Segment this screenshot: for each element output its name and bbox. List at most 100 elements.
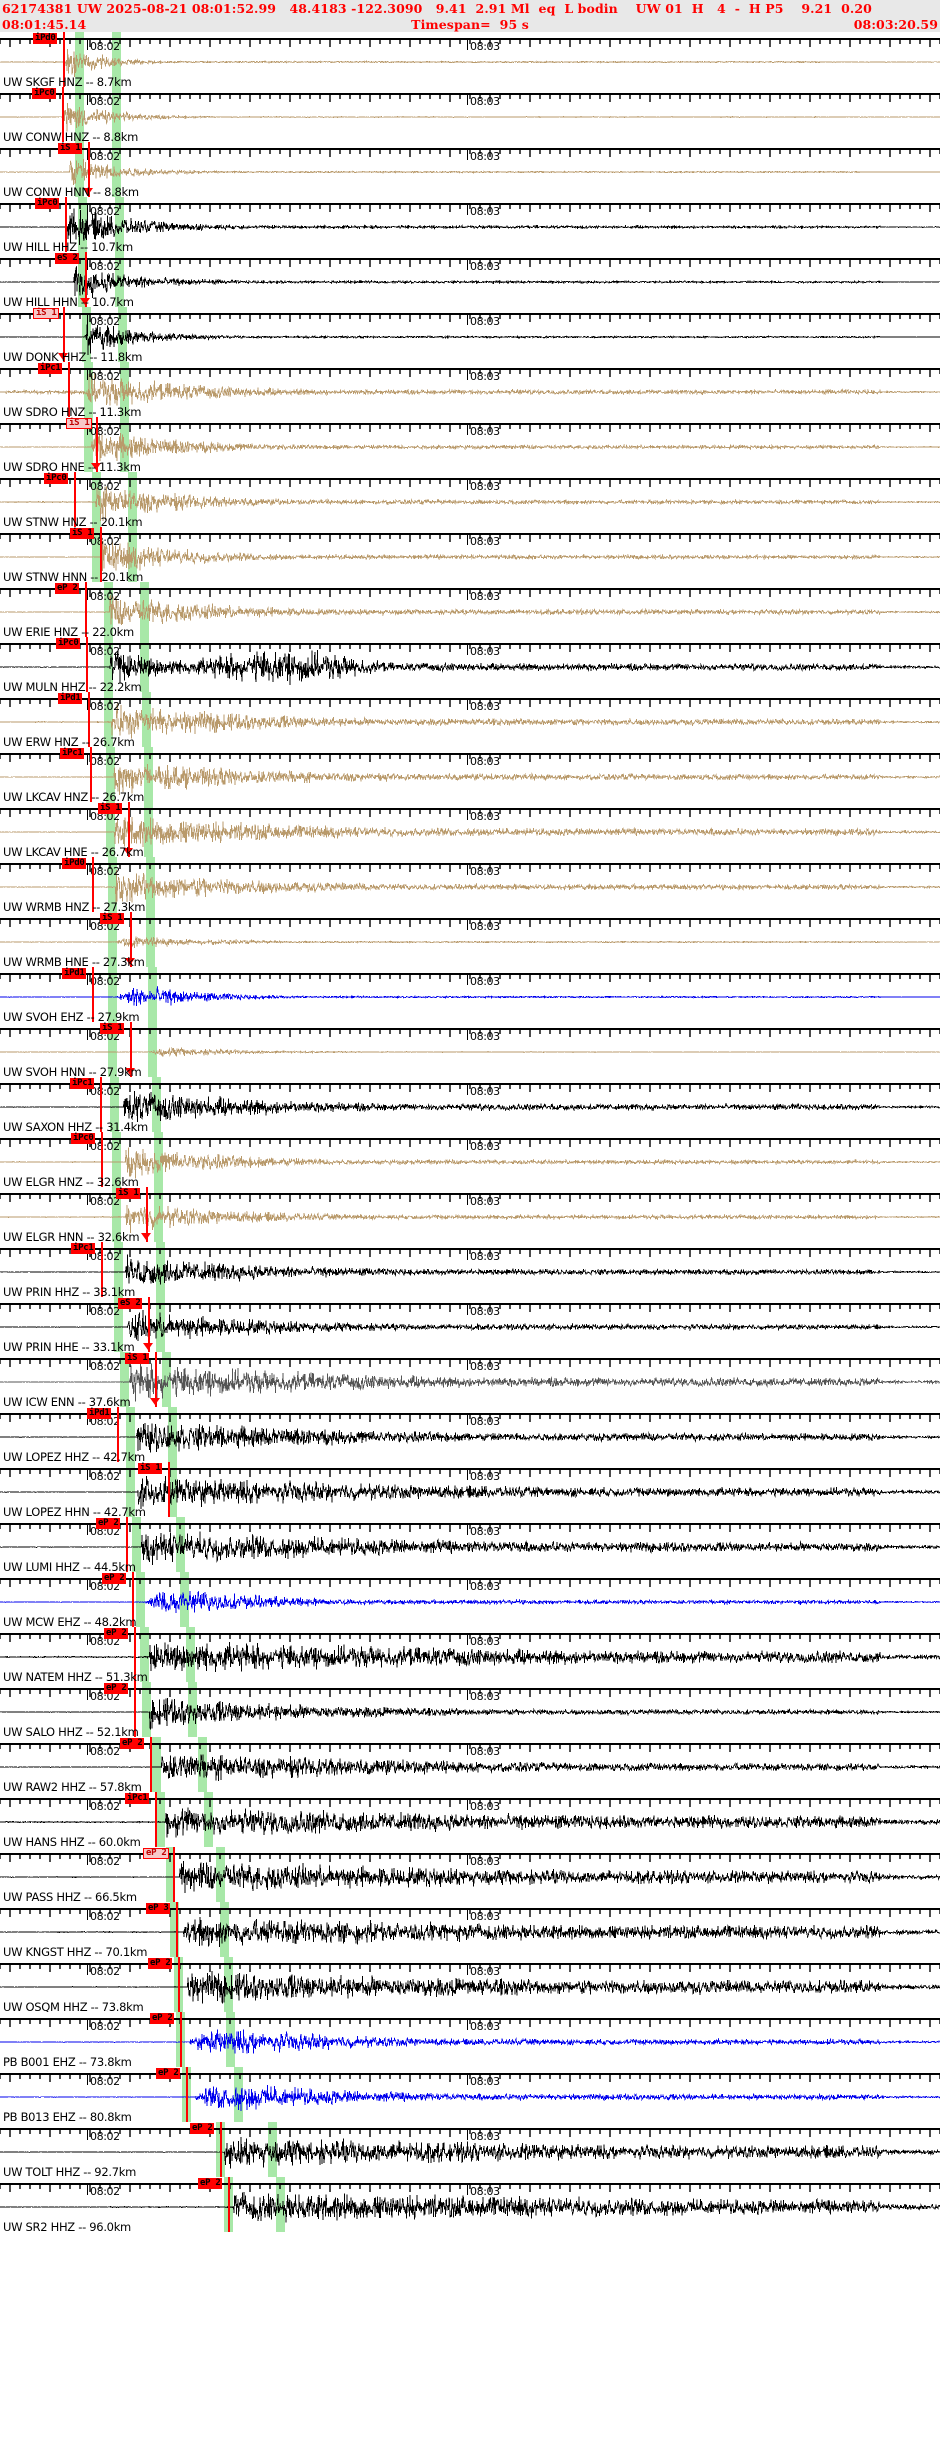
time-label: 08:03 <box>467 864 500 878</box>
pick-label[interactable]: eS 2 <box>55 253 80 264</box>
trace-row[interactable]: 08:02 08:03 eP 3 UW KNGST HHZ -- 70.1km <box>0 1902 940 1957</box>
pick-label[interactable]: eP 2 <box>96 1518 121 1529</box>
trace-row[interactable]: 08:02 08:03 eP 2 UW OSQM HHZ -- 73.8km <box>0 1957 940 2012</box>
trace-row[interactable]: 08:02 08:03 iPc0 UW HILL HHZ -- 10.7km <box>0 197 940 252</box>
trace-row[interactable]: 08:02 08:03 iPd0 UW WRMB HNZ -- 27.3km <box>0 857 940 912</box>
pick-label[interactable]: iPc1 <box>70 1078 95 1089</box>
pick-label[interactable]: iPd1 <box>58 693 83 704</box>
pick-label[interactable]: iPc0 <box>71 1133 96 1144</box>
pick-label[interactable]: eP 2 <box>150 2013 175 2024</box>
waveform <box>0 1352 940 1407</box>
pick-label[interactable]: iS 1 <box>100 913 125 924</box>
pick-label[interactable]: iPc1 <box>71 1243 96 1254</box>
pick-label[interactable]: iS 1 <box>138 1463 163 1474</box>
phase-window-band <box>114 1297 123 1352</box>
trace-row[interactable]: 08:02 08:03 iPc0 UW CONW HNZ -- 8.8km <box>0 87 940 142</box>
trace-row[interactable]: 08:02 08:03 eS 2 UW HILL HHN -- 10.7km <box>0 252 940 307</box>
waveform <box>0 142 940 197</box>
phase-window-band <box>126 1462 135 1517</box>
waveform <box>0 692 940 747</box>
trace-row[interactable]: 08:02 08:03 eP 2 UW MCW EHZ -- 48.2km <box>0 1572 940 1627</box>
pick-label[interactable]: iS 1 <box>33 308 60 319</box>
pick-label[interactable]: iPc1 <box>38 363 63 374</box>
pick-marker-line <box>134 1682 136 1737</box>
pick-label[interactable]: iPc1 <box>60 748 85 759</box>
pick-label[interactable]: iS 1 <box>58 143 83 154</box>
pick-label[interactable]: eP 2 <box>120 1738 145 1749</box>
pick-label[interactable]: eP 2 <box>102 1573 127 1584</box>
trace-row[interactable]: 08:02 08:03 iS 1 UW SVOH HNN -- 27.9km <box>0 1022 940 1077</box>
time-label: 08:02 <box>87 314 120 328</box>
trace-row[interactable]: 08:02 08:03 iPd1 UW SVOH EHZ -- 27.9km <box>0 967 940 1022</box>
pick-label[interactable]: iS 1 <box>70 528 95 539</box>
time-axis <box>0 142 940 157</box>
pick-label[interactable]: iPd1 <box>87 1408 112 1419</box>
trace-row[interactable]: 08:02 08:03 eS 2 UW PRIN HHE -- 33.1km <box>0 1297 940 1352</box>
pick-label[interactable]: iPc0 <box>35 198 60 209</box>
pick-label[interactable]: iPc0 <box>32 88 57 99</box>
pick-marker-line <box>62 87 64 142</box>
pick-label[interactable]: iPd1 <box>62 968 87 979</box>
trace-row[interactable]: 08:02 08:03 eP 2 PB B001 EHZ -- 73.8km <box>0 2012 940 2067</box>
trace-row[interactable]: 08:02 08:03 iPc1 UW SAXON HHZ -- 31.4km <box>0 1077 940 1132</box>
pick-label[interactable]: eP 2 <box>156 2068 181 2079</box>
pick-label[interactable]: iS 1 <box>125 1353 150 1364</box>
trace-row[interactable]: 08:02 08:03 eP 2 UW TOLT HHZ -- 92.7km <box>0 2122 940 2177</box>
trace-row[interactable]: 08:02 08:03 iPd1 UW ERW HNZ -- 26.7km <box>0 692 940 747</box>
trace-row[interactable]: 08:02 08:03 iPc0 UW ELGR HNZ -- 32.6km <box>0 1132 940 1187</box>
trace-row[interactable]: 08:02 08:03 iPd1 UW LOPEZ HHZ -- 42.7km <box>0 1407 940 1462</box>
pick-label[interactable]: iS 1 <box>66 418 93 429</box>
pick-label[interactable]: iS 1 <box>116 1188 141 1199</box>
trace-row[interactable]: 08:02 08:03 iS 1 UW LOPEZ HHN -- 42.7km <box>0 1462 940 1517</box>
trace-row[interactable]: 08:02 08:03 iS 1 UW WRMB HNE -- 27.3km <box>0 912 940 967</box>
pick-label[interactable]: eP 2 <box>104 1628 129 1639</box>
trace-row[interactable]: 08:02 08:03 iPc1 UW HANS HHZ -- 60.0km <box>0 1792 940 1847</box>
pick-label[interactable]: iPd0 <box>33 33 58 44</box>
pick-label[interactable]: iPc1 <box>125 1793 150 1804</box>
pick-label[interactable]: eP 2 <box>104 1683 129 1694</box>
trace-row[interactable]: 08:02 08:03 iPc1 UW SDRO HNZ -- 11.3km <box>0 362 940 417</box>
trace-row[interactable]: 08:02 08:03 eP 2 UW PASS HHZ -- 66.5km <box>0 1847 940 1902</box>
trace-row[interactable]: 08:02 08:03 iS 1 UW ELGR HNN -- 32.6km <box>0 1187 940 1242</box>
pick-label[interactable]: eP 2 <box>55 583 80 594</box>
trace-row[interactable]: 08:02 08:03 eP 2 UW LUMI HHZ -- 44.5km <box>0 1517 940 1572</box>
trace-row[interactable]: 08:02 08:03 iS 1 UW SDRO HNE -- 11.3km <box>0 417 940 472</box>
trace-row[interactable]: 08:02 08:03 iS 1 UW ICW ENN -- 37.6km <box>0 1352 940 1407</box>
phase-window-band <box>108 912 117 967</box>
trace-row[interactable]: 08:02 08:03 eP 2 UW NATEM HHZ -- 51.3km <box>0 1627 940 1682</box>
trace-row[interactable]: 08:02 08:03 iPd0 UW SKGF HNZ -- 8.7km <box>0 32 940 87</box>
pick-label[interactable]: iS 1 <box>98 803 123 814</box>
trace-row[interactable]: 08:02 08:03 eP 2 UW RAW2 HHZ -- 57.8km <box>0 1737 940 1792</box>
pick-marker-line <box>101 1242 103 1297</box>
trace-row[interactable]: 08:02 08:03 eP 2 UW ERIE HNZ -- 22.0km <box>0 582 940 637</box>
pick-label[interactable]: eP 3 <box>146 1903 171 1914</box>
trace-row[interactable]: 08:02 08:03 iS 1 UW STNW HNN -- 20.1km <box>0 527 940 582</box>
pick-label[interactable]: iPc0 <box>44 473 69 484</box>
trace-row[interactable]: 08:02 08:03 eP 2 UW SR2 HHZ -- 96.0km <box>0 2177 940 2232</box>
pick-label[interactable]: eP 2 <box>148 1958 173 1969</box>
trace-row[interactable]: 08:02 08:03 iPc0 UW MULN HHZ -- 22.2km <box>0 637 940 692</box>
pick-label[interactable]: eP 2 <box>198 2178 223 2189</box>
trace-row[interactable]: 08:02 08:03 iS 1 UW LKCAV HNE -- 26.7km <box>0 802 940 857</box>
pick-label[interactable]: iS 1 <box>100 1023 125 1034</box>
trace-row[interactable]: 08:02 08:03 iS 1 UW CONW HNN -- 8.8km <box>0 142 940 197</box>
trace-row[interactable]: 08:02 08:03 eP 2 PB B013 EHZ -- 80.8km <box>0 2067 940 2122</box>
trace-row[interactable]: 08:02 08:03 iPc1 UW PRIN HHZ -- 33.1km <box>0 1242 940 1297</box>
pick-label[interactable]: eP 2 <box>143 1848 170 1859</box>
time-label: 08:03 <box>467 1744 500 1758</box>
pick-label[interactable]: iPd0 <box>62 858 87 869</box>
time-axis <box>0 252 940 267</box>
time-label: 08:02 <box>87 589 120 603</box>
pick-label[interactable]: eS 2 <box>118 1298 143 1309</box>
waveform <box>0 1737 940 1792</box>
trace-row[interactable]: 08:02 08:03 iPc1 UW LKCAV HNZ -- 26.7km <box>0 747 940 802</box>
time-label: 08:03 <box>467 644 500 658</box>
waveform <box>0 1132 940 1187</box>
pick-label[interactable]: iPc0 <box>56 638 81 649</box>
time-label: 08:03 <box>467 369 500 383</box>
pick-label[interactable]: eP 2 <box>190 2123 215 2134</box>
trace-row[interactable]: 08:02 08:03 eP 2 UW SALO HHZ -- 52.1km <box>0 1682 940 1737</box>
time-label: 08:03 <box>467 1689 500 1703</box>
trace-row[interactable]: 08:02 08:03 iPc0 UW STNW HNZ -- 20.1km <box>0 472 940 527</box>
trace-row[interactable]: 08:02 08:03 iS 1 UW DONK HHZ -- 11.8km <box>0 307 940 362</box>
